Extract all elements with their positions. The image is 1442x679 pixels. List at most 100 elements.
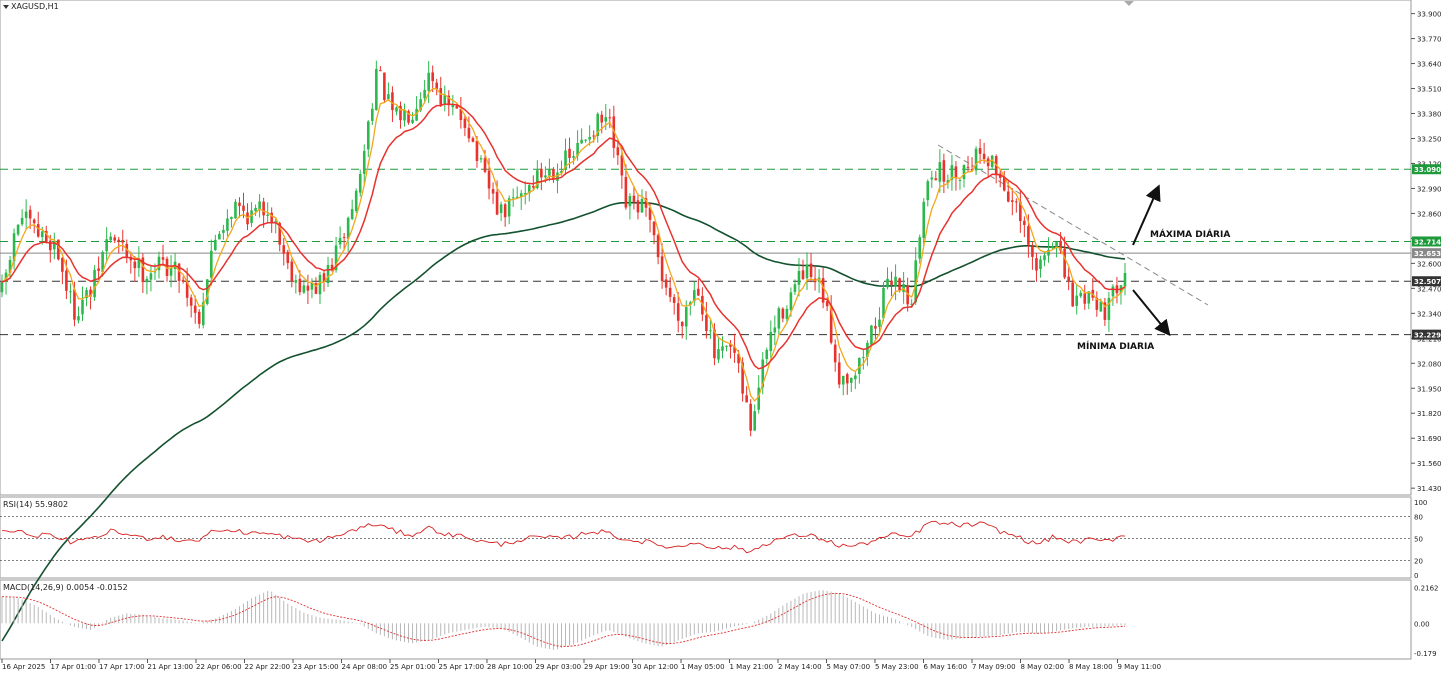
annotation-max: MÁXIMA DIÁRIA xyxy=(1150,228,1230,240)
candle-body xyxy=(982,153,986,160)
candle-body xyxy=(870,325,873,345)
candle-body xyxy=(49,240,52,251)
candle-body xyxy=(419,99,422,111)
candle-body xyxy=(101,252,104,272)
candle-body xyxy=(753,411,756,431)
symbol-dropdown-icon[interactable] xyxy=(3,5,9,9)
candle-body xyxy=(250,210,253,224)
rsi-tick-label: 100 xyxy=(1414,499,1427,507)
candle-body xyxy=(157,256,161,271)
candle-body xyxy=(1015,201,1018,203)
candle-body xyxy=(93,269,96,298)
candle-body xyxy=(1103,302,1107,320)
candle-body xyxy=(652,221,656,236)
price-tick-label: 33.380 xyxy=(1417,111,1442,119)
candle-body xyxy=(580,139,583,144)
candle-body xyxy=(974,148,978,171)
candle-body xyxy=(306,285,310,291)
candle-body xyxy=(201,302,205,326)
candle-body xyxy=(371,108,374,121)
candle-body xyxy=(266,214,269,216)
candle-body xyxy=(882,287,885,319)
time-tick-label: 22 Apr 22:00 xyxy=(245,663,291,671)
candle-body xyxy=(910,303,913,305)
level-tag-text: 32.714 xyxy=(1414,238,1441,246)
candle-body xyxy=(479,158,483,160)
time-tick-label: 8 May 02:00 xyxy=(1021,663,1065,671)
candle-body xyxy=(32,219,36,224)
candle-body xyxy=(314,283,318,294)
candle-body xyxy=(73,289,76,320)
candle-body xyxy=(443,95,447,104)
candle-body xyxy=(254,207,257,212)
candle-body xyxy=(990,155,994,168)
candle-body xyxy=(61,257,64,272)
candle-body xyxy=(588,136,591,140)
candle-body xyxy=(1035,258,1038,271)
macd-tick-label: 0.00 xyxy=(1414,620,1430,628)
candle-body xyxy=(383,72,386,101)
candle-body xyxy=(238,202,241,206)
candle-body xyxy=(181,279,185,282)
candle-body xyxy=(270,212,273,223)
time-tick-label: 5 May 23:00 xyxy=(875,663,919,671)
candle-body xyxy=(379,70,382,72)
price-tick-label: 33.250 xyxy=(1417,135,1442,143)
candle-body xyxy=(97,268,100,272)
candle-body xyxy=(455,105,459,109)
candle-body xyxy=(898,278,901,291)
level-tag-box xyxy=(1412,248,1441,259)
time-tick-label: 22 Apr 06:00 xyxy=(196,663,242,671)
candle-body xyxy=(117,239,121,242)
candle-body xyxy=(962,165,966,179)
candle-body xyxy=(65,270,68,291)
ma-slow-line xyxy=(1,201,1126,642)
level-tag-text: 32.507 xyxy=(1414,278,1441,286)
candle-body xyxy=(77,316,80,321)
candle-body xyxy=(572,156,575,158)
candle-body xyxy=(12,233,16,262)
time-tick-label: 21 Apr 13:00 xyxy=(148,663,194,671)
candle-body xyxy=(789,292,793,311)
candle-body xyxy=(523,192,527,195)
candle-body xyxy=(552,168,555,180)
descending-trendline[interactable] xyxy=(937,144,1209,306)
price-tick-label: 32.080 xyxy=(1417,360,1442,368)
candle-body xyxy=(467,127,471,139)
candle-body xyxy=(149,273,153,280)
candle-body xyxy=(906,285,909,305)
candle-body xyxy=(1071,282,1074,307)
candle-body xyxy=(1047,249,1050,256)
candle-body xyxy=(684,307,688,327)
candle-body xyxy=(1107,297,1111,320)
candle-body xyxy=(966,166,970,168)
candle-body xyxy=(387,94,390,100)
candle-body xyxy=(886,278,889,288)
symbol-label: XAGUSD,H1 xyxy=(11,2,59,11)
candle-body xyxy=(69,291,72,293)
candle-body xyxy=(749,403,752,431)
candle-body xyxy=(741,362,744,394)
candle-body xyxy=(322,273,326,282)
candle-body xyxy=(705,315,708,332)
macd-label: MACD(14,26,9) 0.0054 -0.0152 xyxy=(3,583,128,592)
candle-body xyxy=(1083,293,1087,304)
candle-body xyxy=(519,193,523,198)
candle-body xyxy=(958,179,962,181)
macd-indicator: 0.2162 0.00 -0.179 xyxy=(1,584,1439,658)
candle-body xyxy=(797,270,801,285)
candle-body xyxy=(576,142,579,156)
candle-body xyxy=(733,346,736,353)
candle-body xyxy=(214,239,217,251)
candle-body xyxy=(1075,295,1078,306)
candle-body xyxy=(399,105,402,121)
chart-shift-marker-icon[interactable] xyxy=(1124,1,1134,6)
level-tag-text: 32.229 xyxy=(1414,332,1441,340)
candle-body xyxy=(121,239,125,243)
candle-body xyxy=(656,235,660,258)
time-tick-label: 1 May 21:00 xyxy=(730,663,774,671)
candle-body xyxy=(20,217,24,225)
time-axis: 16 Apr 2025 17 Apr 01:00 17 Apr 17:00 21 Ap… xyxy=(1,659,1161,671)
candle-body xyxy=(346,217,350,239)
